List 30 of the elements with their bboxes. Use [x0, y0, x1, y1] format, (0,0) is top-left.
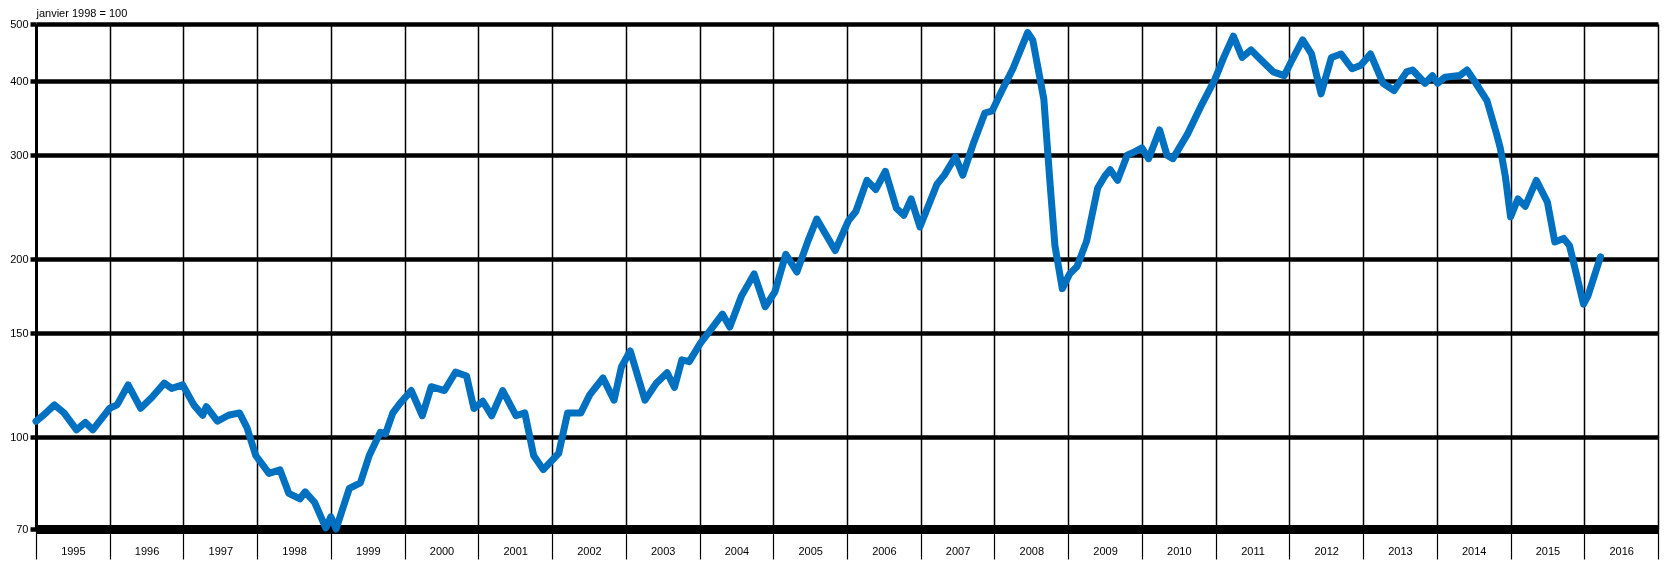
y-tick-label: 150: [10, 326, 29, 339]
x-tick-label: 2010: [1167, 544, 1192, 557]
x-tick-label: 2006: [872, 544, 897, 557]
y-tick-label: 70: [16, 522, 29, 535]
x-tick-label: 2005: [798, 544, 823, 557]
y-tick-label: 400: [10, 74, 29, 87]
y-axis-title: janvier 1998 = 100: [35, 6, 128, 19]
y-tick-label: 500: [10, 17, 29, 30]
x-tick-label: 1998: [282, 544, 307, 557]
x-tick-label: 2014: [1461, 544, 1487, 557]
x-tick-label: 2016: [1609, 544, 1634, 557]
y-tick-label: 300: [10, 148, 29, 161]
x-tick-label: 1996: [134, 544, 160, 557]
x-tick-label: 2007: [945, 544, 971, 557]
x-tick-label: 1995: [61, 544, 86, 557]
x-tick-label: 2003: [650, 544, 676, 557]
x-tick-label: 2013: [1388, 544, 1413, 557]
y-tick-label: 100: [10, 430, 29, 443]
x-tick-label: 2001: [503, 544, 528, 557]
y-tick-label: 200: [10, 252, 29, 265]
x-tick-label: 2011: [1241, 544, 1265, 557]
x-tick-label: 1997: [208, 544, 234, 557]
x-tick-label: 2000: [429, 544, 455, 557]
x-tick-label: 2015: [1535, 544, 1561, 557]
x-tick-label: 2009: [1093, 544, 1118, 557]
x-tick-label: 2008: [1019, 544, 1045, 557]
x-tick-label: 1999: [356, 544, 381, 557]
x-tick-label: 2004: [724, 544, 750, 557]
x-tick-label: 2002: [577, 544, 602, 557]
x-tick-label: 2012: [1314, 544, 1339, 557]
